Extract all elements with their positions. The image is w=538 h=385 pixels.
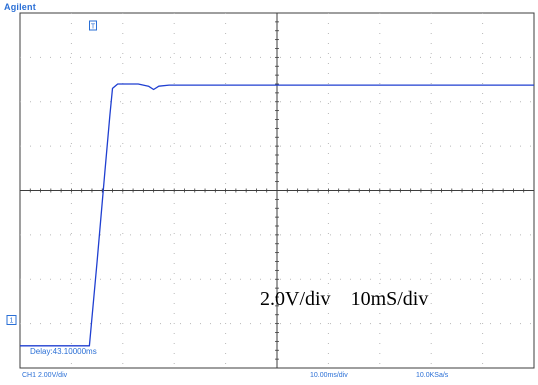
ch1-scale-readout: CH1 2.00V/div [22,372,68,379]
delay-readout: Delay:43.10000ms [30,347,97,356]
waveform-trace [20,83,534,347]
trigger-marker-label: T [91,24,96,31]
trigger-marker [89,20,97,31]
channel-ground-label: 1 [10,318,14,325]
markers: T1 [6,20,97,325]
channel-ground-marker [6,315,17,325]
scale-annotation: 2.0V/div 10mS/div [260,288,428,311]
timebase-readout: 10.00ms/div [310,372,348,379]
horizontal-scale-label: 10mS/div [350,288,429,310]
brand-logo: Agilent [4,2,36,12]
sample-rate-readout: 10.0KSa/s [416,372,449,379]
graticule [19,12,535,369]
vertical-scale-label: 2.0V/div [260,288,331,310]
waveform-layer [20,83,534,347]
